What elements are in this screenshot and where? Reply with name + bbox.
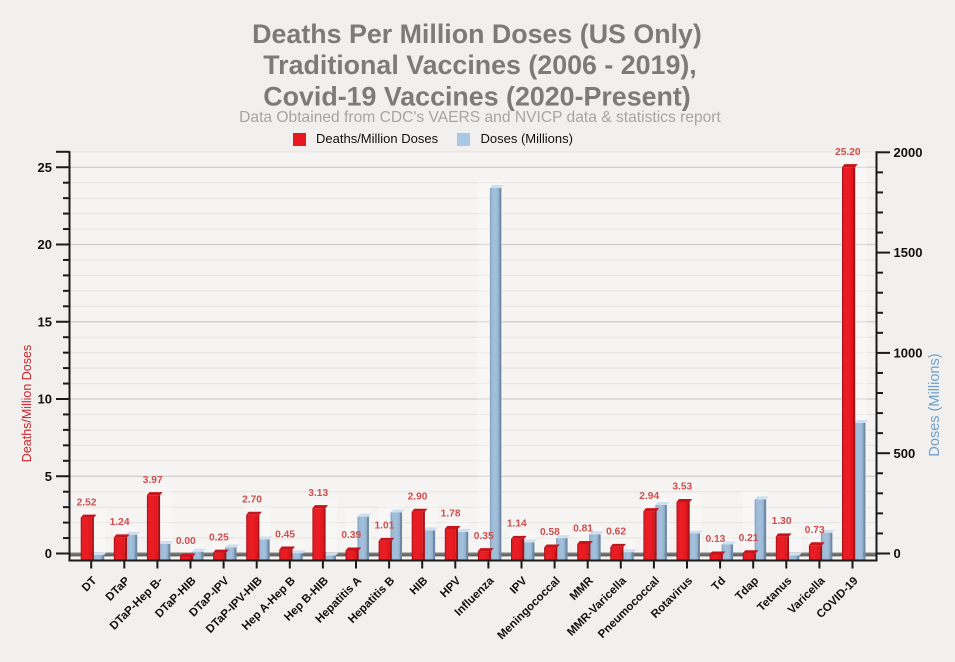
svg-text:25.20: 25.20 [835, 147, 861, 158]
svg-text:0.35: 0.35 [474, 531, 494, 542]
svg-text:0.45: 0.45 [275, 529, 295, 540]
svg-text:2.52: 2.52 [77, 497, 97, 508]
svg-text:Deaths/Million Doses: Deaths/Million Doses [316, 131, 439, 146]
svg-text:1.24: 1.24 [110, 517, 130, 528]
svg-text:0.39: 0.39 [341, 530, 361, 541]
svg-text:Traditional Vaccines (2006 - 2: Traditional Vaccines (2006 - 2019), [263, 50, 696, 80]
svg-text:0.13: 0.13 [705, 534, 725, 545]
svg-text:0.73: 0.73 [805, 525, 825, 536]
svg-text:500: 500 [894, 446, 916, 461]
svg-text:3.97: 3.97 [143, 475, 163, 486]
svg-text:2.90: 2.90 [408, 491, 428, 502]
svg-text:2000: 2000 [894, 145, 923, 160]
svg-text:1.01: 1.01 [374, 521, 394, 532]
svg-text:0.62: 0.62 [606, 527, 626, 538]
svg-text:0.81: 0.81 [573, 524, 593, 535]
svg-text:10: 10 [38, 392, 52, 407]
svg-text:0: 0 [45, 546, 52, 561]
svg-text:1500: 1500 [894, 245, 923, 260]
svg-text:Doses (Millions): Doses (Millions) [927, 353, 943, 456]
svg-text:1000: 1000 [894, 346, 923, 361]
svg-text:Data Obtained from CDC's VAERS: Data Obtained from CDC's VAERS and NVICP… [239, 109, 721, 126]
svg-text:5: 5 [45, 469, 52, 484]
svg-text:20: 20 [38, 237, 52, 252]
svg-text:3.13: 3.13 [308, 488, 328, 499]
svg-text:1.78: 1.78 [441, 509, 461, 520]
svg-text:0.21: 0.21 [739, 533, 759, 544]
svg-text:1.14: 1.14 [507, 519, 527, 530]
svg-text:2.70: 2.70 [242, 494, 262, 505]
svg-text:0.58: 0.58 [540, 527, 560, 538]
svg-text:Deaths/Million Doses: Deaths/Million Doses [20, 345, 34, 462]
svg-text:15: 15 [38, 314, 52, 329]
svg-text:3.53: 3.53 [672, 482, 692, 493]
svg-text:1.30: 1.30 [772, 516, 792, 527]
svg-text:2.94: 2.94 [639, 491, 659, 502]
svg-text:0.00: 0.00 [176, 536, 196, 547]
svg-text:Deaths Per Million Doses (US O: Deaths Per Million Doses (US Only) [252, 19, 702, 49]
svg-text:25: 25 [38, 160, 52, 175]
svg-text:0: 0 [894, 546, 901, 561]
svg-text:Doses (Millions): Doses (Millions) [481, 131, 573, 146]
svg-text:0.25: 0.25 [209, 532, 229, 543]
svg-text:Covid-19 Vaccines (2020-Presen: Covid-19 Vaccines (2020-Present) [263, 81, 690, 111]
